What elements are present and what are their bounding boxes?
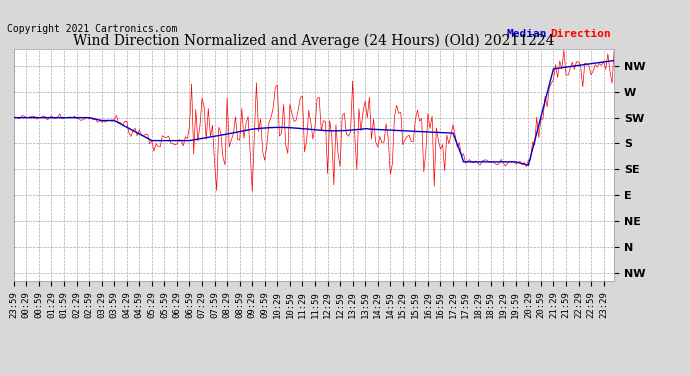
Text: Copyright 2021 Cartronics.com: Copyright 2021 Cartronics.com xyxy=(7,24,177,34)
Text: Median: Median xyxy=(506,30,546,39)
Text: Direction: Direction xyxy=(550,30,611,39)
Title: Wind Direction Normalized and Average (24 Hours) (Old) 20211224: Wind Direction Normalized and Average (2… xyxy=(73,33,555,48)
